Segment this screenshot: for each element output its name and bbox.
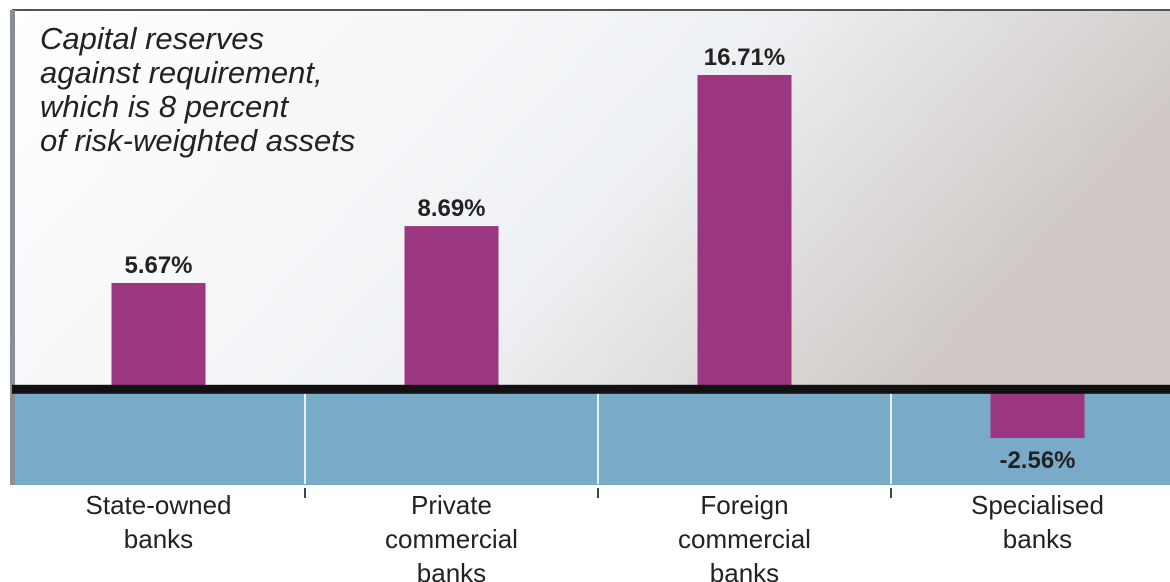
bar — [697, 74, 792, 390]
x-tick-label: Private commercial banks — [385, 490, 518, 582]
value-label: 16.71% — [704, 44, 785, 71]
chart-title: Capital reserves against requirement, wh… — [40, 21, 356, 158]
negative-zone — [15, 389, 1170, 485]
left-border — [10, 10, 15, 485]
bar — [990, 389, 1085, 439]
x-tick-label: Specialised banks — [971, 490, 1104, 554]
zero-line — [12, 384, 1170, 394]
bar — [404, 226, 499, 390]
x-tick-label: State-owned banks — [85, 490, 232, 554]
value-label: 8.69% — [417, 195, 485, 222]
bar — [111, 282, 206, 390]
value-label: 5.67% — [124, 252, 192, 279]
x-tick-label: Foreign commercial banks — [678, 490, 811, 582]
value-label: -2.56% — [999, 447, 1075, 474]
